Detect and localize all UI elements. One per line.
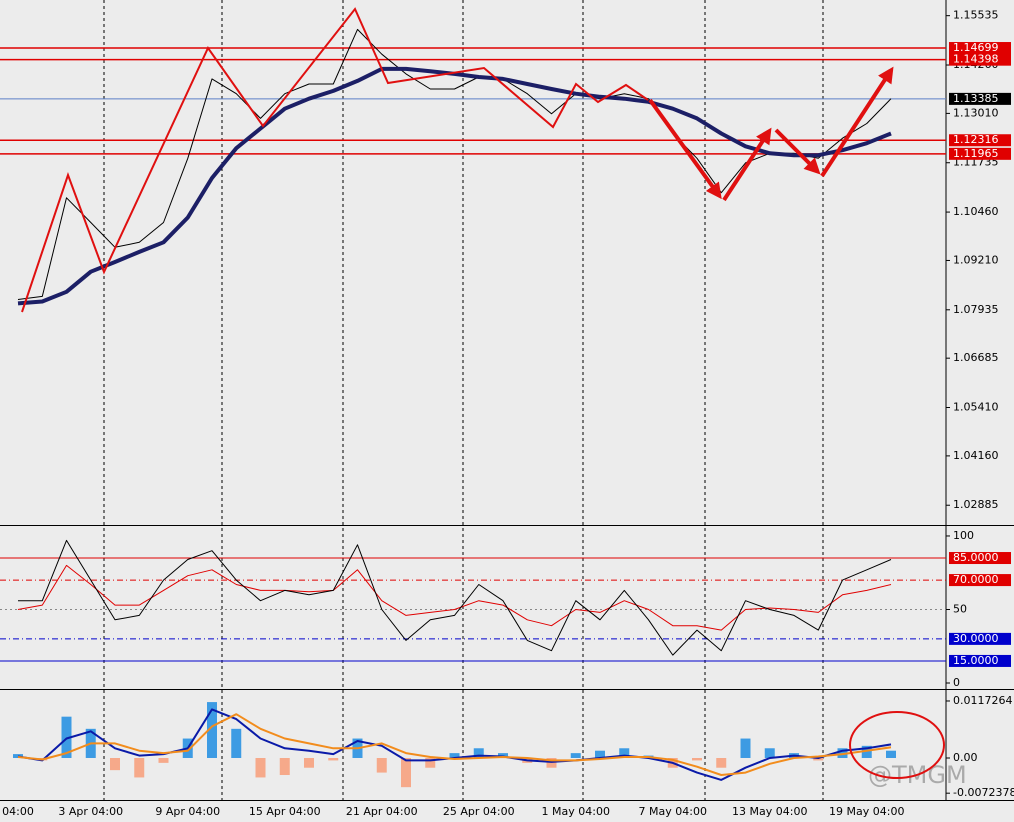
level-label-box (949, 134, 1011, 147)
x-tick-label: 21 Apr 04:00 (346, 805, 418, 818)
y-tick-label: 1.02885 (953, 498, 999, 511)
histogram-bar (61, 716, 72, 758)
level-label-box (949, 574, 1011, 587)
plot-layer: 1.155351.142601.130101.117351.104601.092… (0, 9, 1014, 818)
series-line (17, 66, 892, 306)
x-tick-label: 04:00 (2, 805, 34, 818)
histogram-bar (716, 757, 727, 768)
level-label-box (949, 654, 1011, 667)
histogram-bar (740, 738, 751, 758)
histogram-bar (570, 753, 581, 758)
histogram-bar (764, 748, 775, 758)
histogram-bar (304, 757, 314, 768)
level-label-box (949, 53, 1011, 66)
level-label: 1.14699 (953, 41, 999, 54)
series-line (17, 713, 892, 776)
level-label: 1.14398 (953, 53, 999, 66)
level-label: 1.13385 (953, 92, 999, 105)
level-label-box (949, 552, 1011, 565)
level-label: 1.11965 (953, 147, 999, 160)
y-tick-label: 0.00 (953, 751, 978, 764)
histogram-bar (449, 753, 460, 758)
histogram-bar (231, 728, 242, 758)
y-tick-label: 0 (953, 676, 960, 689)
series-line (17, 564, 892, 631)
histogram-bar (328, 757, 339, 761)
x-tick-label: 25 Apr 04:00 (443, 805, 515, 818)
level-label: 85.0000 (953, 551, 999, 564)
histogram-bar (110, 757, 120, 771)
histogram-bar (401, 757, 411, 788)
x-tick-label: 3 Apr 04:00 (58, 805, 123, 818)
y-tick-label: 1.09210 (953, 253, 999, 266)
x-tick-label: 13 May 04:00 (732, 805, 807, 818)
histogram-bar (158, 757, 169, 763)
histogram-bar (425, 757, 436, 768)
histogram-bar (134, 757, 145, 778)
histogram-bar (813, 757, 824, 761)
histogram-bar (619, 748, 630, 758)
histogram-bar (376, 757, 387, 773)
x-tick-label: 9 Apr 04:00 (155, 805, 220, 818)
level-label: 15.0000 (953, 654, 999, 667)
y-tick-label: 50 (953, 602, 967, 615)
histogram-bar (886, 750, 896, 758)
level-label-box (949, 632, 1011, 645)
y-tick-label: -0.0072378 (953, 786, 1014, 799)
series-line (18, 539, 892, 656)
x-tick-label: 7 May 04:00 (639, 805, 707, 818)
histogram-bar (279, 757, 290, 776)
level-label-box (949, 92, 1011, 105)
y-tick-label: 0.0117264 (953, 694, 1013, 707)
level-label: 1.12316 (953, 133, 999, 146)
level-label-box (949, 42, 1011, 55)
histogram-bar (861, 745, 872, 758)
x-tick-label: 1 May 04:00 (542, 805, 610, 818)
y-tick-label: 1.13010 (953, 106, 999, 119)
y-tick-label: 1.15535 (953, 9, 999, 22)
y-tick-label: 1.06685 (953, 351, 999, 364)
histogram-bar (595, 750, 605, 758)
y-tick-label: 100 (953, 529, 974, 542)
panel-frames (0, 0, 1014, 801)
histogram-bar (13, 754, 23, 758)
histogram-bar (207, 702, 217, 758)
time-grid (103, 0, 824, 800)
y-tick-label: 1.10460 (953, 205, 999, 218)
x-tick-label: 19 May 04:00 (829, 805, 904, 818)
series-line (17, 28, 892, 300)
level-label-box (949, 147, 1011, 160)
level-label: 30.0000 (953, 632, 999, 645)
drawn-annotations (21, 7, 945, 779)
level-label: 70.0000 (953, 573, 999, 586)
y-tick-label: 1.04160 (953, 449, 999, 462)
y-tick-label: 1.05410 (953, 401, 999, 414)
histogram-bar (473, 748, 484, 758)
histogram-bar (692, 757, 702, 761)
x-tick-label: 15 Apr 04:00 (249, 805, 321, 818)
y-tick-label: 1.07935 (953, 303, 999, 316)
histogram-bar (255, 757, 266, 778)
